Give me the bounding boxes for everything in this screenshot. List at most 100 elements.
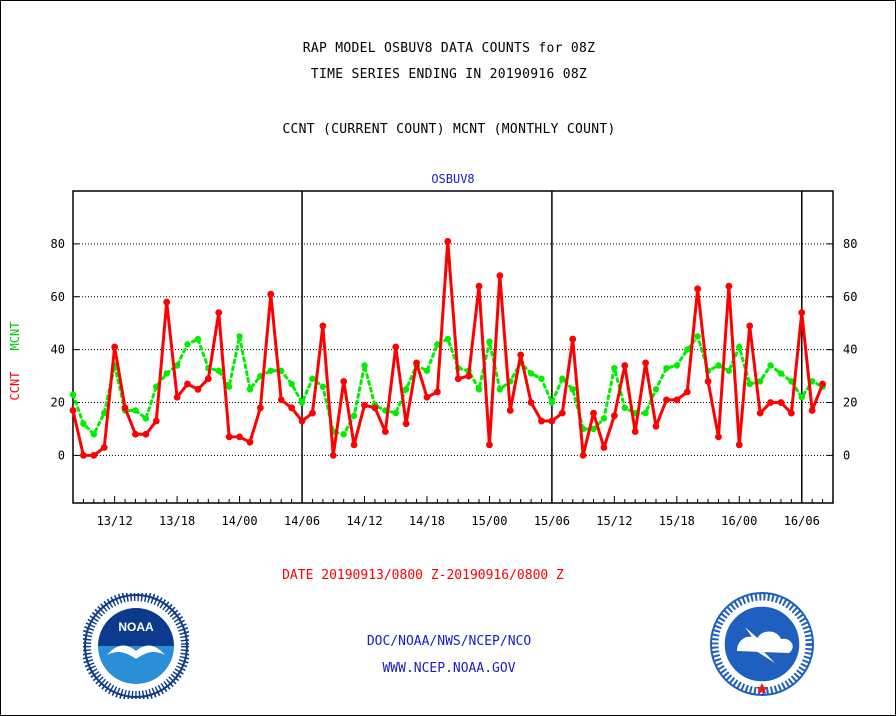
point-ccnt (787, 409, 795, 417)
point-ccnt (361, 401, 368, 409)
point-ccnt (381, 428, 389, 436)
point-mcnt (69, 391, 77, 398)
point-ccnt (735, 441, 743, 449)
point-ccnt (277, 396, 285, 404)
y-tick-label-right: 60 (843, 290, 857, 304)
point-ccnt (496, 272, 504, 280)
point-ccnt (309, 409, 316, 417)
point-mcnt (600, 415, 608, 422)
y-tick-label-right: 0 (843, 448, 850, 462)
point-ccnt (819, 380, 826, 388)
point-ccnt (548, 417, 556, 425)
point-ccnt (298, 417, 306, 425)
point-mcnt (142, 415, 150, 422)
point-ccnt (663, 396, 670, 404)
point-ccnt (558, 409, 566, 417)
point-ccnt (444, 237, 452, 245)
point-ccnt (517, 351, 525, 359)
point-ccnt (621, 362, 629, 369)
point-ccnt (392, 343, 400, 351)
chart-title-line2: TIME SERIES ENDING IN 20190916 08Z (310, 67, 588, 82)
point-ccnt (371, 404, 379, 412)
point-mcnt (559, 375, 566, 382)
point-mcnt (350, 412, 358, 419)
x-tick-label: 15/18 (659, 514, 695, 528)
point-mcnt (361, 362, 368, 369)
plot-title: OSBUV8 (431, 172, 474, 186)
point-ccnt (798, 309, 806, 317)
y-tick-label-left: 40 (51, 343, 65, 357)
point-mcnt (298, 399, 306, 406)
x-tick-label: 14/12 (346, 514, 382, 528)
point-ccnt (111, 343, 119, 351)
point-ccnt (631, 428, 639, 436)
point-ccnt (486, 441, 493, 449)
point-ccnt (288, 404, 296, 412)
point-mcnt (684, 346, 691, 353)
point-mcnt (746, 380, 753, 388)
point-ccnt (236, 433, 243, 441)
point-mcnt (309, 375, 316, 382)
y-tick-label-right: 80 (843, 237, 857, 251)
point-mcnt (267, 367, 275, 374)
ncep-website-link[interactable]: WWW.NCEP.NOAA.GOV (382, 661, 516, 676)
point-ccnt (475, 282, 483, 290)
point-ccnt (590, 409, 597, 417)
point-ccnt (413, 359, 420, 367)
point-mcnt (101, 409, 108, 417)
point-ccnt (454, 375, 462, 383)
point-ccnt (808, 407, 816, 414)
point-ccnt (256, 404, 264, 412)
point-mcnt (756, 378, 764, 385)
x-axis-label: DATE 20190913/0800 Z-20190916/0800 Z (282, 568, 564, 583)
point-mcnt (194, 335, 202, 343)
point-ccnt (579, 452, 587, 459)
point-mcnt (444, 335, 451, 343)
point-mcnt (715, 362, 722, 369)
point-ccnt (90, 452, 98, 459)
point-ccnt (610, 412, 618, 420)
point-mcnt (475, 386, 483, 393)
point-ccnt (715, 433, 722, 441)
point-mcnt (694, 333, 701, 340)
point-mcnt (340, 431, 347, 438)
point-ccnt (340, 377, 348, 385)
point-mcnt (423, 367, 431, 374)
point-mcnt (611, 364, 618, 372)
point-mcnt (90, 431, 98, 438)
point-ccnt (215, 309, 223, 317)
point-mcnt (663, 364, 670, 372)
point-ccnt (423, 393, 431, 401)
point-ccnt (267, 290, 275, 298)
point-mcnt (486, 338, 493, 345)
point-ccnt (652, 422, 660, 430)
point-mcnt (538, 375, 545, 382)
point-ccnt (746, 322, 754, 330)
point-ccnt (194, 385, 202, 393)
point-ccnt (673, 396, 681, 404)
point-mcnt (673, 362, 681, 369)
point-ccnt (163, 298, 171, 306)
doc-noaa-link[interactable]: DOC/NOAA/NWS/NCEP/NCO (366, 634, 532, 649)
point-ccnt (132, 430, 139, 438)
point-ccnt (319, 322, 327, 330)
point-ccnt (642, 359, 650, 367)
y-tick-label-right: 20 (843, 396, 857, 410)
x-tick-label: 14/00 (222, 514, 258, 528)
point-mcnt (173, 362, 181, 369)
point-ccnt (725, 282, 733, 290)
y-axis-label-ccnt: CCNT (8, 372, 22, 401)
point-ccnt (569, 335, 577, 343)
point-mcnt (652, 386, 660, 393)
nws-logo (710, 592, 814, 696)
y-axis-label-mcnt: MCNT (8, 322, 22, 351)
point-ccnt (777, 399, 785, 406)
x-tick-label: 14/06 (284, 514, 320, 528)
chart-title-line3: CCNT (CURRENT COUNT) MCNT (MONTHLY COUNT… (282, 122, 616, 137)
point-mcnt (402, 386, 410, 393)
point-mcnt (527, 370, 535, 377)
x-tick-label: 15/00 (471, 514, 507, 528)
point-ccnt (756, 409, 764, 417)
noaa-logo-text: NOAA (118, 620, 154, 634)
point-mcnt (236, 333, 243, 340)
